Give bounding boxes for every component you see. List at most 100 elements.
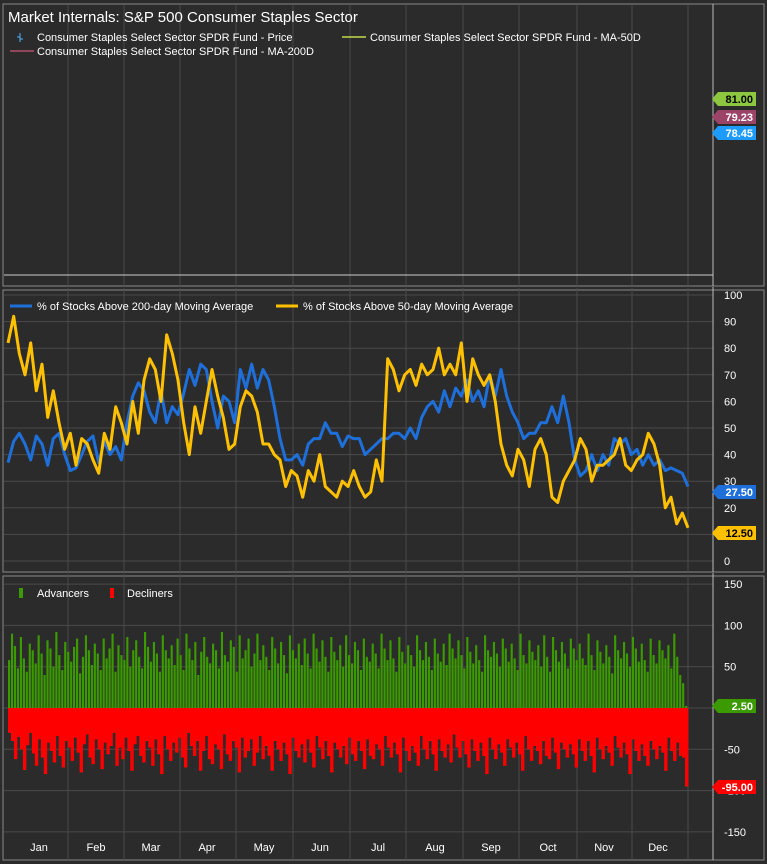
advancers-bar (217, 668, 221, 708)
advancers-bar (649, 638, 652, 708)
y-tick-label: 70 (724, 370, 736, 382)
x-tick-label: Apr (198, 842, 215, 854)
decliners-bar (649, 708, 653, 741)
badge-ma200: 79.23 (712, 110, 756, 124)
decliners-bar (219, 708, 224, 770)
advancers-bar (235, 671, 238, 708)
decliners-bar (368, 708, 373, 756)
advancers-bar (31, 650, 34, 708)
decliners-bar (526, 708, 531, 750)
advancers-bar (413, 666, 416, 708)
advancers-bar (469, 651, 472, 708)
decliners-bar (482, 708, 486, 756)
advancers-bar (560, 641, 564, 708)
decliners-bar (512, 708, 516, 758)
advancers-bar (596, 640, 599, 708)
decliners-bar (583, 708, 587, 761)
advancers-bar (516, 670, 519, 708)
badge-price: 78.45 (712, 126, 756, 140)
advancers-bar (350, 663, 354, 708)
decliners-bar (252, 708, 256, 766)
advancers-bar (430, 670, 433, 708)
badge-advancers-shape (712, 699, 756, 713)
decliners-bar (94, 708, 98, 740)
advancers-bar (386, 660, 389, 708)
advancers-bar (76, 638, 79, 708)
advancers-bar (534, 660, 537, 708)
advancers-bar (102, 638, 105, 708)
decliners-bar (515, 708, 519, 743)
advancers-bar (661, 650, 664, 708)
advancers-bar (507, 661, 510, 708)
legend-pct50: % of Stocks Above 50-day Moving Average (276, 301, 513, 313)
decliners-bar (565, 708, 570, 758)
advancers-bar (274, 648, 277, 708)
badge-ma200-shape (712, 110, 756, 124)
decliners-bar (10, 708, 15, 741)
advancers-bar (492, 641, 496, 708)
badge-decliners-value: -95.00 (722, 782, 753, 794)
decliners-bar (658, 708, 662, 746)
advancers-bar (206, 656, 209, 708)
decliners-bar (34, 708, 39, 766)
advancers-bar (87, 650, 90, 708)
decliners-bar (538, 708, 543, 765)
advancers-bar (158, 671, 161, 708)
decliners-bar (124, 708, 128, 738)
decliners-bar (121, 708, 125, 760)
y-tick-label: 60 (724, 396, 736, 408)
decliners-bar (479, 708, 483, 743)
advancers-bar (578, 643, 581, 708)
advancers-bar (294, 658, 297, 708)
decliners-bar (234, 708, 239, 748)
advancers-bar (52, 666, 55, 708)
advancers-bar (421, 660, 425, 708)
advancers-bar (280, 641, 283, 708)
decliners-bar (503, 708, 507, 766)
decliners-bar (76, 708, 80, 753)
advancers-bar (640, 643, 643, 708)
advancers-bar (522, 655, 525, 708)
advancers-bar (226, 661, 229, 708)
decliners-bar (282, 708, 286, 743)
legend-price-marker (17, 33, 23, 42)
advancers-bar (418, 650, 422, 708)
advancers-bar (105, 658, 108, 708)
advancers-bar (380, 633, 383, 708)
advancers-bar (466, 637, 469, 708)
decliners-bar (586, 708, 590, 741)
decliners-bar (553, 708, 558, 753)
decliners-bar (577, 708, 582, 740)
decliners-bar (359, 708, 364, 751)
decliners-bar (207, 708, 212, 760)
badge-pct50: 12.50 (712, 526, 756, 540)
decliners-bar (103, 708, 107, 743)
advancers-bar (486, 650, 490, 708)
decliners-bar (535, 708, 540, 751)
decliners-bar (309, 708, 313, 753)
decliners-bar (16, 708, 21, 737)
advancers-bar (238, 635, 241, 708)
panel-price-frame (2, 3, 765, 287)
decliners-bar (28, 708, 33, 733)
decliners-bar (336, 708, 340, 750)
decliners-bar (267, 708, 271, 756)
decliners-bar (249, 708, 253, 740)
decliners-bar (568, 708, 573, 745)
x-tick-label: Dec (648, 842, 668, 854)
advancers-bar (241, 658, 244, 708)
advancers-bar (392, 658, 395, 708)
decliners-bar (449, 708, 453, 763)
advancers-bar (404, 663, 407, 708)
x-tick-label: May (254, 842, 275, 854)
y-tick-label: 50 (724, 423, 736, 435)
advancers-bar (43, 675, 46, 708)
advancers-bar (212, 643, 215, 708)
decliners-bar (422, 708, 426, 750)
advancers-bar (427, 656, 430, 708)
advancers-bar (223, 655, 226, 708)
advancers-bar (614, 635, 617, 708)
advancers-bar (501, 638, 504, 708)
axis-layer: 0102030405060708090100-150-100-500501001… (4, 4, 746, 860)
